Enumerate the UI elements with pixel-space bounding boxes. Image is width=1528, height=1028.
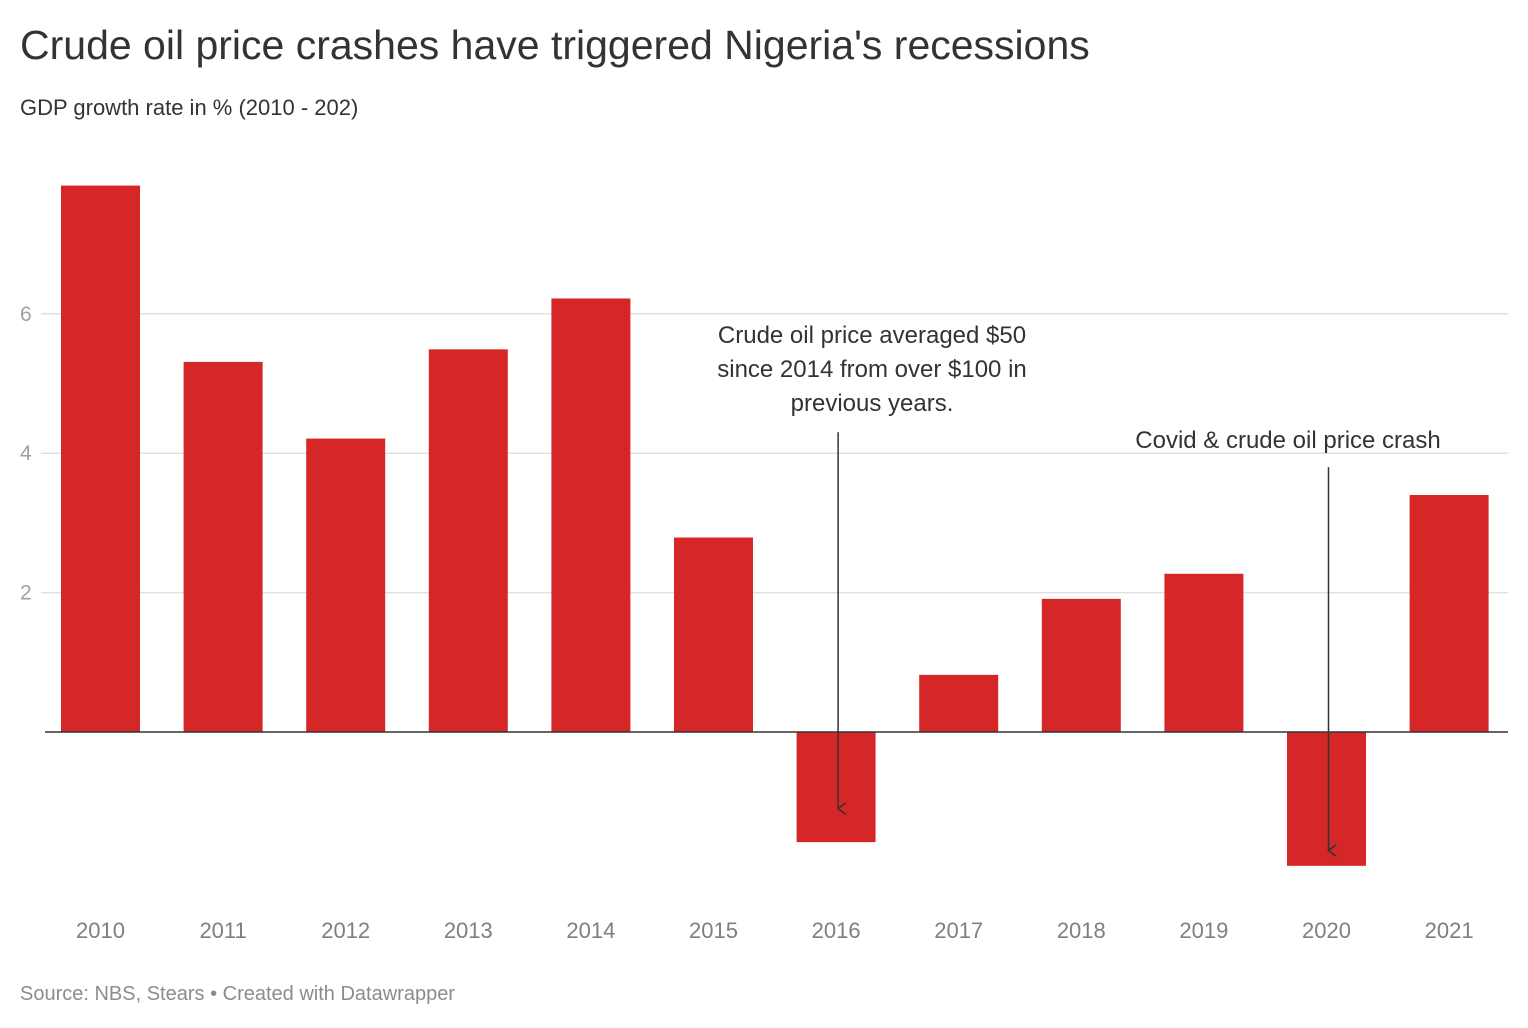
chart-title: Crude oil price crashes have triggered N… [20, 22, 1090, 68]
bar-2010 [61, 185, 140, 732]
bar-2019 [1164, 573, 1244, 732]
x-tick-label-2012: 2012 [321, 918, 370, 943]
annotation-2016-line-2: since 2014 from over $100 in [717, 356, 1027, 383]
bar-2011 [183, 361, 263, 732]
y-tick-label-4: 4 [20, 442, 32, 465]
x-tick-label-2018: 2018 [1057, 918, 1106, 943]
bar-2020 [1287, 732, 1366, 866]
y-tick-label-2: 2 [20, 582, 32, 605]
chart-subtitle: GDP growth rate in % (2010 - 202) [20, 95, 359, 120]
bar-2016 [796, 732, 876, 843]
annotation-2016-line-1: Crude oil price averaged $50 [718, 322, 1026, 349]
bars [61, 185, 1489, 866]
x-tick-label-2021: 2021 [1425, 918, 1474, 943]
x-tick-label-2017: 2017 [934, 918, 983, 943]
x-tick-label-2019: 2019 [1179, 918, 1228, 943]
gridlines [41, 313, 1508, 594]
bar-2013 [428, 349, 508, 732]
x-tick-label-2020: 2020 [1302, 918, 1351, 943]
x-tick-label-2015: 2015 [689, 918, 738, 943]
bar-2014 [551, 298, 631, 732]
x-tick-label-2013: 2013 [444, 918, 493, 943]
annotation-2020-line-1: Covid & crude oil price crash [1135, 427, 1440, 454]
bar-2015 [674, 537, 753, 732]
x-axis-ticks: 2010 2011 2012 2013 2014 2015 2016 2017 2018 2019… [76, 918, 1474, 943]
y-axis-ticks: 2 4 6 [20, 303, 32, 605]
bar-2012 [306, 438, 386, 732]
bar-2021 [1409, 495, 1489, 732]
bar-2017 [919, 674, 999, 732]
x-tick-label-2016: 2016 [812, 918, 861, 943]
bar-2018 [1041, 598, 1121, 732]
annotations: Crude oil price averaged $50 since 2014 f… [717, 322, 1441, 850]
x-tick-label-2014: 2014 [566, 918, 615, 943]
y-tick-label-6: 6 [20, 303, 32, 326]
x-tick-label-2010: 2010 [76, 918, 125, 943]
x-tick-label-2011: 2011 [199, 918, 246, 943]
annotation-2016-line-3: previous years. [791, 390, 954, 417]
source-footer: Source: NBS, Stears • Created with Dataw… [20, 983, 455, 1005]
